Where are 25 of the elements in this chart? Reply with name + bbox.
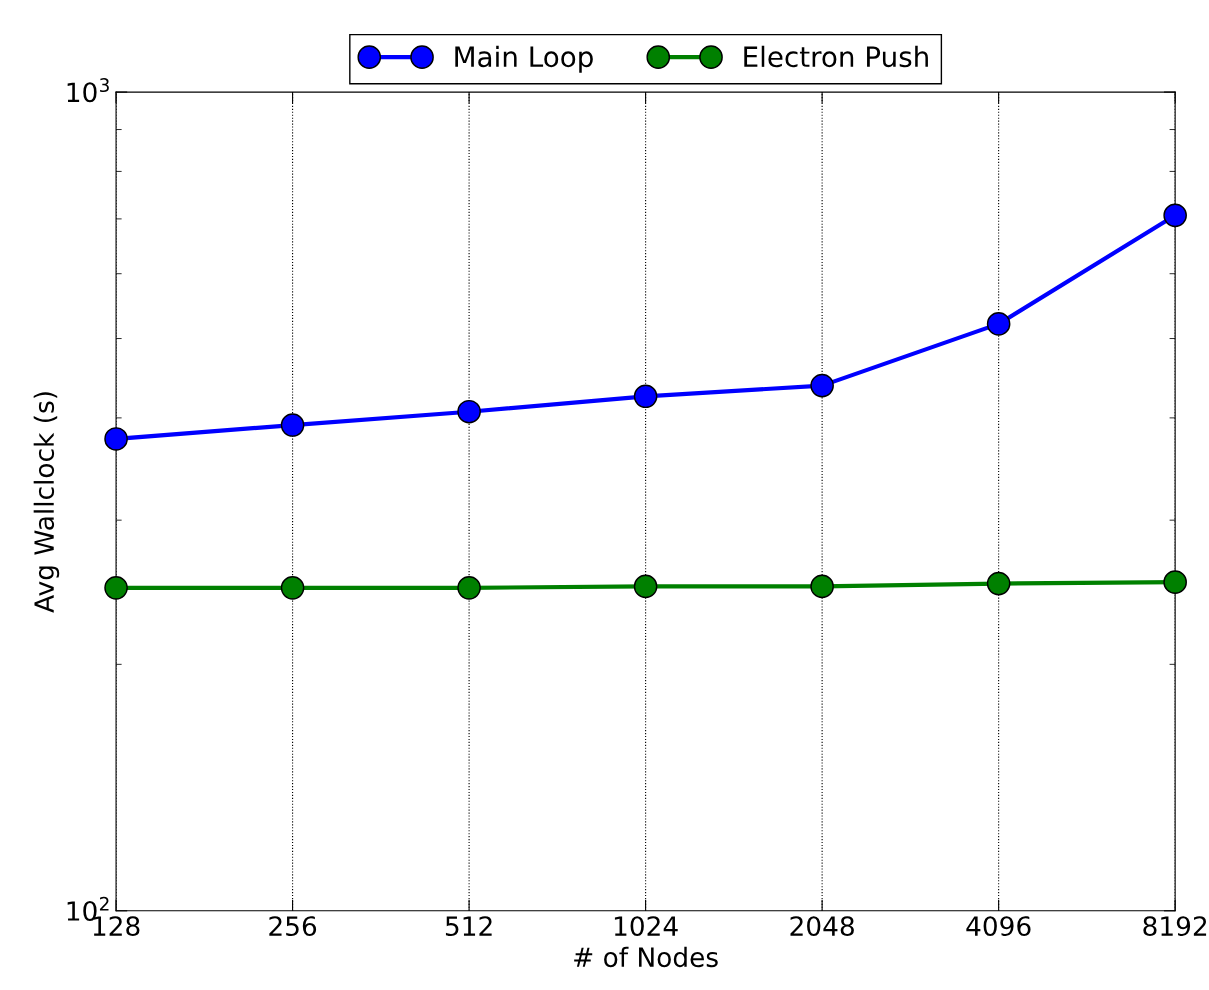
x-tick-label: 512	[445, 916, 492, 937]
point	[104, 427, 128, 451]
point	[280, 576, 305, 600]
x-tick-label: 2048	[790, 916, 854, 937]
point	[1163, 203, 1187, 228]
point	[986, 571, 1011, 596]
point	[104, 576, 128, 600]
point	[986, 312, 1011, 336]
x-tick-label: 8192	[1143, 916, 1207, 937]
legend-label: Electron Push	[744, 45, 928, 68]
point	[633, 574, 658, 599]
point	[810, 574, 834, 599]
point	[457, 399, 481, 424]
x-axis-title: # of Nodes	[574, 946, 718, 968]
point	[457, 576, 481, 600]
point	[280, 413, 305, 437]
x-tick-label: 256	[269, 916, 317, 937]
point	[633, 384, 658, 409]
x-tick-label: 1024	[614, 916, 678, 937]
y-axis-title: Avg Wallclock (s)	[33, 392, 60, 613]
legend-label: Main Loop	[455, 45, 593, 73]
y-tick-label: 10$^{3}$	[67, 78, 109, 103]
x-tick-label: 4096	[966, 916, 1031, 937]
point	[1163, 570, 1187, 594]
point	[810, 373, 834, 398]
